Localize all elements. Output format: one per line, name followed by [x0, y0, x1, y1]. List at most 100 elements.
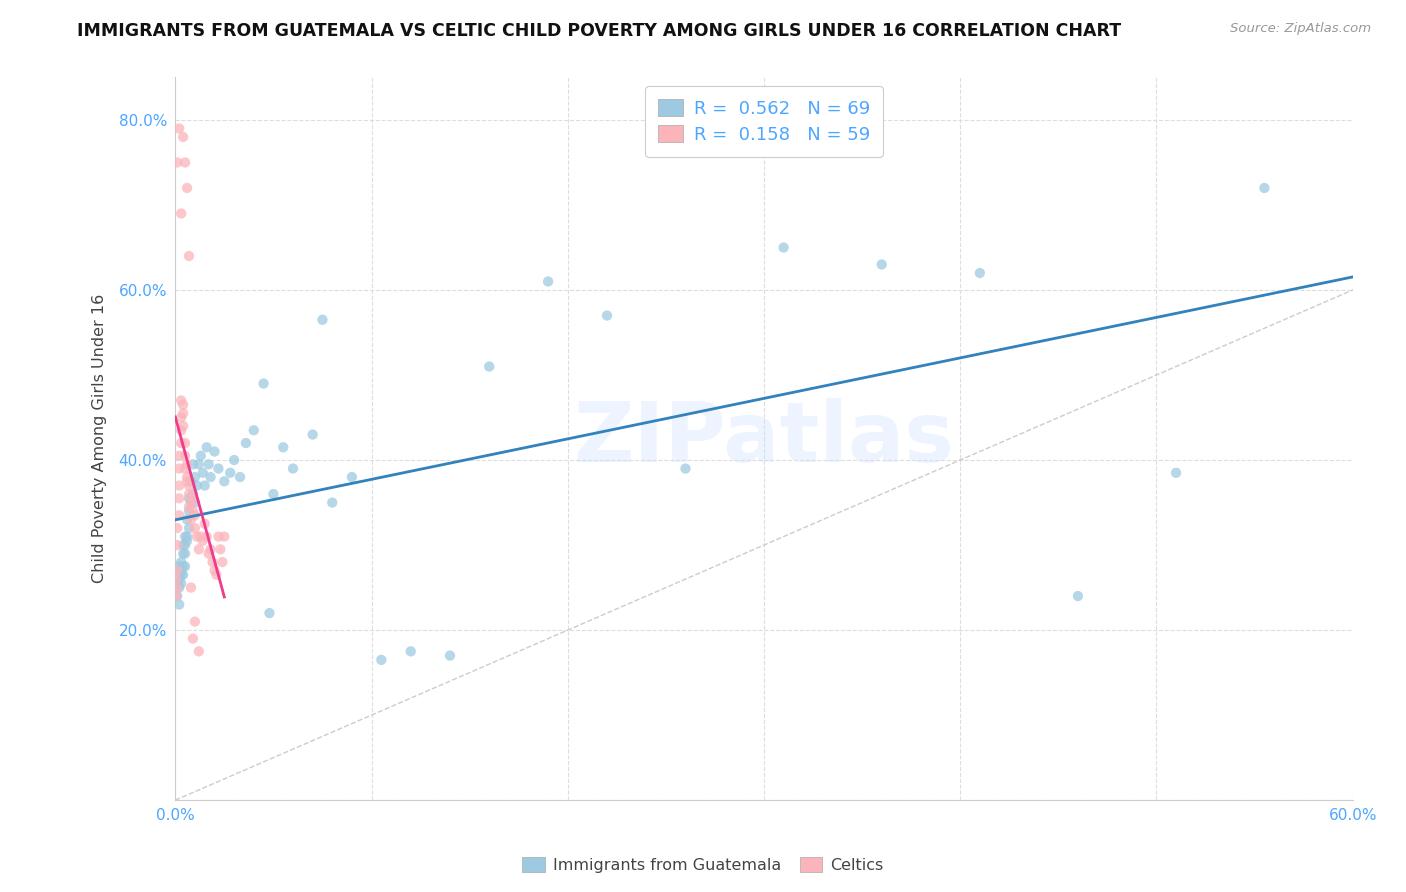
Point: [170, 576, 193, 591]
Point: [177, 491, 200, 506]
Point: [172, 547, 194, 561]
Point: [170, 206, 193, 220]
Point: [200, 542, 222, 557]
Point: [252, 376, 274, 391]
Point: [177, 504, 200, 518]
Point: [166, 576, 188, 591]
Point: [170, 564, 193, 578]
Point: [184, 495, 207, 509]
Point: [167, 121, 190, 136]
Point: [190, 530, 212, 544]
Point: [180, 581, 202, 595]
Point: [172, 567, 194, 582]
Point: [184, 470, 207, 484]
Point: [166, 538, 188, 552]
Point: [177, 500, 200, 514]
Point: [181, 487, 204, 501]
Point: [187, 542, 209, 557]
Point: [180, 475, 202, 489]
Y-axis label: Child Poverty Among Girls Under 16: Child Poverty Among Girls Under 16: [93, 294, 107, 583]
Point: [170, 423, 193, 437]
Point: [207, 461, 229, 475]
Point: [176, 512, 198, 526]
Point: [209, 542, 232, 557]
Point: [207, 530, 229, 544]
Point: [186, 478, 208, 492]
Point: [167, 491, 190, 506]
Point: [181, 491, 204, 506]
Point: [176, 530, 198, 544]
Point: [186, 530, 208, 544]
Point: [191, 466, 214, 480]
Point: [675, 461, 697, 475]
Point: [166, 521, 188, 535]
Point: [166, 564, 188, 578]
Point: [176, 533, 198, 548]
Point: [321, 495, 343, 509]
Point: [176, 181, 198, 195]
Point: [172, 398, 194, 412]
Point: [174, 559, 197, 574]
Point: [184, 615, 207, 629]
Point: [181, 458, 204, 472]
Point: [180, 495, 202, 509]
Point: [184, 508, 207, 523]
Point: [224, 453, 246, 467]
Point: [211, 555, 233, 569]
Point: [187, 458, 209, 472]
Point: [537, 275, 560, 289]
Point: [165, 572, 187, 586]
Point: [180, 512, 202, 526]
Point: [167, 572, 190, 586]
Point: [870, 258, 893, 272]
Point: [478, 359, 501, 374]
Point: [172, 406, 194, 420]
Text: IMMIGRANTS FROM GUATEMALA VS CELTIC CHILD POVERTY AMONG GIRLS UNDER 16 CORRELATI: IMMIGRANTS FROM GUATEMALA VS CELTIC CHIL…: [77, 22, 1122, 40]
Point: [204, 564, 226, 578]
Point: [281, 461, 304, 475]
Point: [1164, 466, 1187, 480]
Point: [167, 581, 190, 595]
Point: [194, 478, 217, 492]
Point: [399, 644, 422, 658]
Point: [184, 521, 207, 535]
Point: [167, 449, 190, 463]
Point: [1253, 181, 1275, 195]
Text: ZIPatlas: ZIPatlas: [574, 399, 955, 479]
Point: [174, 538, 197, 552]
Point: [772, 240, 794, 254]
Point: [195, 530, 218, 544]
Point: [969, 266, 991, 280]
Point: [167, 508, 190, 523]
Point: [177, 521, 200, 535]
Point: [214, 475, 236, 489]
Point: [165, 589, 187, 603]
Point: [166, 155, 188, 169]
Point: [259, 606, 281, 620]
Point: [204, 444, 226, 458]
Point: [167, 461, 190, 475]
Point: [176, 475, 198, 489]
Point: [170, 410, 193, 425]
Point: [172, 559, 194, 574]
Point: [170, 436, 193, 450]
Point: [301, 427, 323, 442]
Point: [167, 598, 190, 612]
Point: [167, 559, 190, 574]
Point: [166, 589, 188, 603]
Point: [201, 555, 224, 569]
Point: [172, 419, 194, 434]
Point: [177, 478, 200, 492]
Point: [174, 530, 197, 544]
Point: [181, 504, 204, 518]
Point: [195, 440, 218, 454]
Point: [370, 653, 392, 667]
Point: [180, 495, 202, 509]
Point: [174, 436, 197, 450]
Point: [170, 555, 193, 569]
Point: [191, 533, 214, 548]
Point: [181, 632, 204, 646]
Point: [174, 461, 197, 475]
Point: [219, 466, 242, 480]
Point: [439, 648, 461, 663]
